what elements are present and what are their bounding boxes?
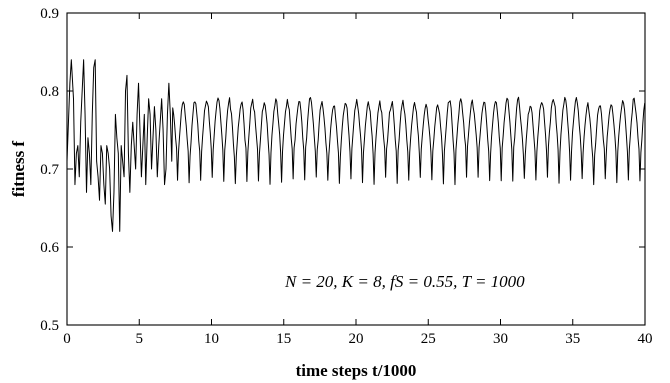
x-tick-label: 25 xyxy=(421,331,436,347)
y-tick-label: 0.7 xyxy=(40,162,59,178)
x-axis-label: time steps t/1000 xyxy=(296,361,417,380)
x-tick-label: 35 xyxy=(565,331,580,347)
x-tick-label: 5 xyxy=(136,331,144,347)
x-tick-label: 0 xyxy=(63,331,71,347)
x-tick-label: 30 xyxy=(493,331,508,347)
x-tick-label: 15 xyxy=(276,331,291,347)
fitness-series-line xyxy=(66,59,646,232)
x-tick-label: 10 xyxy=(204,331,219,347)
parameter-annotation: N = 20, K = 8, fS = 0.55, T = 1000 xyxy=(284,272,525,291)
y-tick-labels: 0.5 0.6 0.7 0.8 0.9 xyxy=(40,6,59,334)
axis-ticks xyxy=(66,12,646,326)
x-tick-label: 20 xyxy=(349,331,364,347)
x-tick-labels: 0 5 10 15 20 25 30 35 40 xyxy=(63,331,652,347)
y-tick-label: 0.5 xyxy=(40,318,59,334)
y-tick-label: 0.9 xyxy=(40,6,59,22)
y-tick-label: 0.8 xyxy=(40,84,59,100)
x-tick-label: 40 xyxy=(638,331,653,347)
y-axis-label: fitness f xyxy=(9,141,28,198)
y-tick-label: 0.6 xyxy=(40,240,59,256)
